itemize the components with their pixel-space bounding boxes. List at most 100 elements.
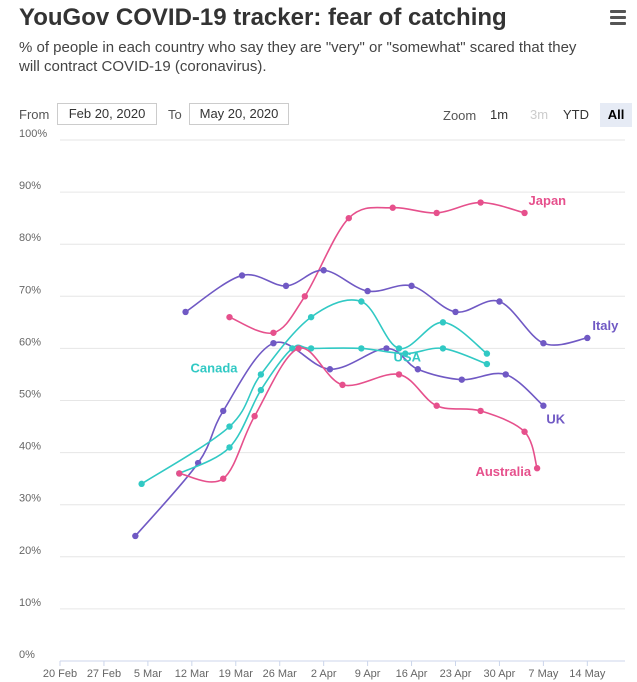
data-point-italy (182, 308, 189, 316)
series-line-japan (229, 201, 525, 334)
x-tick-label: 5 Mar (134, 668, 162, 680)
data-point-japan (270, 329, 277, 336)
zoom-ytd-button[interactable]: YTD (563, 107, 589, 122)
data-point-usa (439, 345, 447, 352)
to-label: To (168, 107, 182, 122)
data-point-uk (270, 339, 277, 347)
chart-title: YouGov COVID-19 tracker: fear of catchin… (19, 4, 507, 31)
y-tick-label: 80% (19, 232, 41, 244)
data-point-australia (533, 465, 541, 472)
y-tick-label: 100% (19, 128, 47, 140)
series-line-australia (179, 347, 538, 483)
data-point-canada (226, 423, 233, 430)
from-date-input[interactable]: Feb 20, 2020 (57, 103, 157, 125)
data-point-canada (307, 313, 315, 321)
data-point-italy (238, 272, 246, 279)
y-tick-label: 20% (19, 545, 41, 557)
data-point-italy (282, 282, 290, 290)
series-label-australia: Australia (475, 464, 531, 479)
data-point-australia (251, 412, 258, 420)
data-point-australia (521, 428, 528, 435)
data-point-canada (257, 371, 265, 378)
x-tick-label: 14 May (569, 668, 606, 680)
data-point-australia (433, 402, 440, 409)
series-label-uk: UK (546, 412, 565, 427)
x-tick-label: 2 Apr (311, 668, 337, 680)
data-point-usa (307, 345, 315, 352)
series-line-canada (141, 299, 488, 485)
data-point-usa (289, 345, 296, 352)
data-point-uk (132, 532, 139, 540)
y-tick-label: 30% (19, 493, 41, 505)
data-point-usa (226, 444, 233, 451)
x-tick-label: 16 Apr (396, 668, 428, 680)
y-tick-label: 10% (19, 597, 41, 609)
series-line-italy (185, 269, 588, 346)
data-point-japan (477, 199, 484, 206)
from-label: From (19, 107, 50, 122)
y-tick-label: 70% (19, 284, 41, 296)
x-tick-label: 23 Apr (440, 668, 472, 680)
to-date-input[interactable]: May 20, 2020 (189, 103, 289, 125)
data-point-canada (439, 319, 447, 326)
data-point-italy (364, 287, 371, 295)
zoom-all-button[interactable]: All (600, 103, 632, 127)
series-label-japan: Japan (529, 193, 567, 208)
data-point-australia (477, 407, 484, 415)
x-tick-label: 12 Mar (175, 668, 210, 680)
data-point-uk (458, 376, 465, 383)
x-tick-label: 9 Apr (355, 668, 381, 680)
data-point-australia (295, 345, 302, 352)
data-point-italy (452, 308, 459, 316)
data-point-italy (584, 334, 591, 342)
chart-subtitle: % of people in each country who say they… (19, 39, 577, 75)
data-point-uk (540, 402, 547, 409)
data-point-usa (483, 360, 491, 368)
zoom-1m-button[interactable]: 1m (489, 107, 509, 122)
data-point-canada (138, 480, 145, 488)
data-point-australia (220, 475, 227, 482)
data-point-uk (326, 366, 334, 373)
x-tick-label: 27 Feb (87, 668, 121, 680)
data-point-italy (320, 267, 327, 274)
data-point-uk (383, 345, 390, 352)
data-point-japan (301, 293, 309, 300)
data-point-japan (345, 214, 352, 222)
series-label-italy: Italy (592, 318, 619, 333)
data-point-japan (226, 313, 233, 321)
x-tick-label: 30 Apr (484, 668, 516, 680)
x-tick-label: 20 Feb (43, 668, 77, 680)
y-tick-label: 90% (19, 180, 41, 192)
y-tick-label: 0% (19, 649, 35, 661)
data-point-canada (358, 298, 365, 305)
zoom-3m-button[interactable]: 3m (529, 107, 549, 122)
data-point-usa (257, 386, 265, 394)
x-tick-label: 19 Mar (219, 668, 254, 680)
data-point-italy (540, 339, 547, 347)
y-tick-label: 50% (19, 389, 41, 401)
x-tick-label: 26 Mar (263, 668, 298, 680)
data-point-australia (176, 470, 183, 477)
data-point-italy (408, 282, 415, 290)
data-point-uk (220, 407, 227, 415)
series-label-usa: USA (394, 350, 422, 365)
y-tick-label: 40% (19, 441, 41, 453)
data-point-japan (389, 204, 396, 211)
data-point-uk (414, 366, 422, 373)
data-point-canada (395, 345, 403, 352)
data-point-uk (502, 371, 509, 378)
series-label-canada: Canada (191, 361, 239, 376)
menu-icon[interactable] (610, 10, 626, 26)
data-point-italy (496, 298, 503, 305)
y-tick-label: 60% (19, 336, 41, 348)
data-point-japan (433, 209, 440, 217)
data-point-canada (483, 350, 491, 357)
data-point-usa (402, 350, 409, 357)
data-point-japan (521, 209, 528, 217)
data-point-australia (339, 381, 346, 389)
x-tick-label: 7 May (528, 668, 558, 680)
zoom-label: Zoom (443, 108, 477, 123)
data-point-australia (395, 371, 403, 378)
data-point-usa (358, 345, 365, 352)
